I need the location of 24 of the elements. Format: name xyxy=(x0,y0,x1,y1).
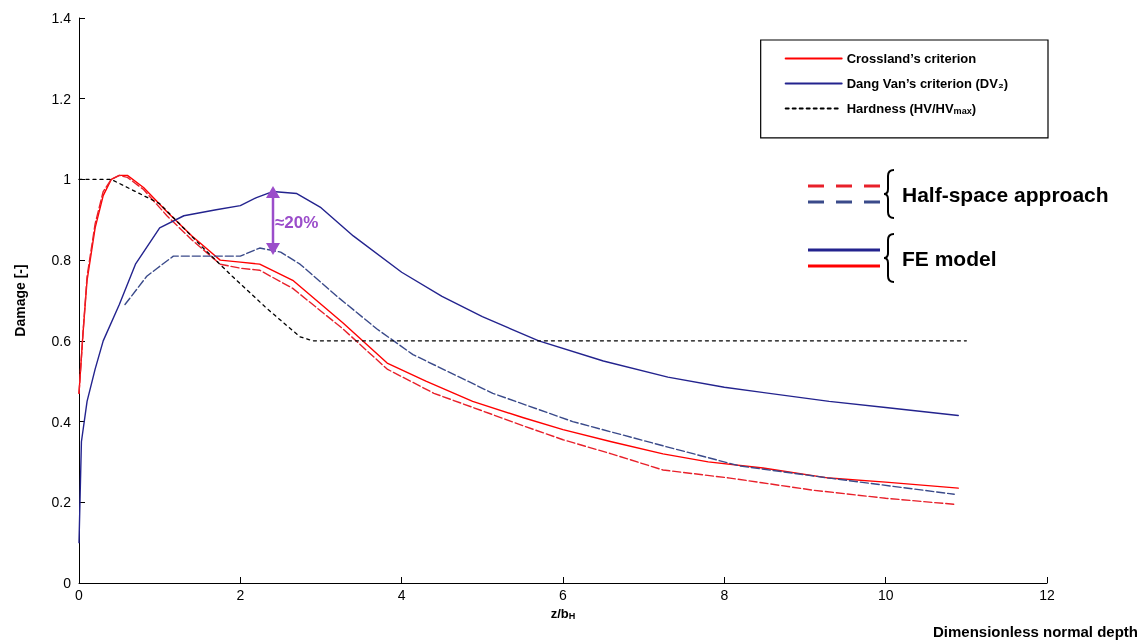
y-tick-label: 0 xyxy=(63,575,72,591)
y-tick-label: 0.4 xyxy=(51,413,72,430)
y-tick-label: 0.8 xyxy=(51,252,72,269)
y-tick-label: 1 xyxy=(63,171,72,188)
legend-label: Crossland’s criterion xyxy=(846,51,977,66)
annotation: ≈20% xyxy=(275,213,319,232)
y-tick-label: 0.6 xyxy=(51,332,72,349)
x-tick-label: 0 xyxy=(75,587,84,603)
legend-label: Hardness (HV/HVmax) xyxy=(846,101,977,117)
legend-label: Dang Van’s criterion (DV₂) xyxy=(846,76,1008,91)
y-tick-label: 0.2 xyxy=(51,494,72,511)
annotation: FE model xyxy=(902,247,997,270)
y-tick-label: 1.4 xyxy=(51,10,72,26)
y-tick-label: 1.2 xyxy=(51,90,72,107)
text: Dimensionless normal depth xyxy=(932,623,1138,640)
annotation: Half-space approach xyxy=(902,183,1109,206)
x-tick-label: 2 xyxy=(236,587,245,603)
x-tick-label: 12 xyxy=(1039,587,1055,603)
x-tick-label: 8 xyxy=(720,587,729,603)
x-axis-title: z/bH xyxy=(550,605,576,622)
y-axis-title: Damage [-] xyxy=(12,264,28,337)
x-tick-label: 4 xyxy=(397,587,406,603)
x-tick-label: 10 xyxy=(877,587,894,603)
x-tick-label: 6 xyxy=(559,587,568,603)
